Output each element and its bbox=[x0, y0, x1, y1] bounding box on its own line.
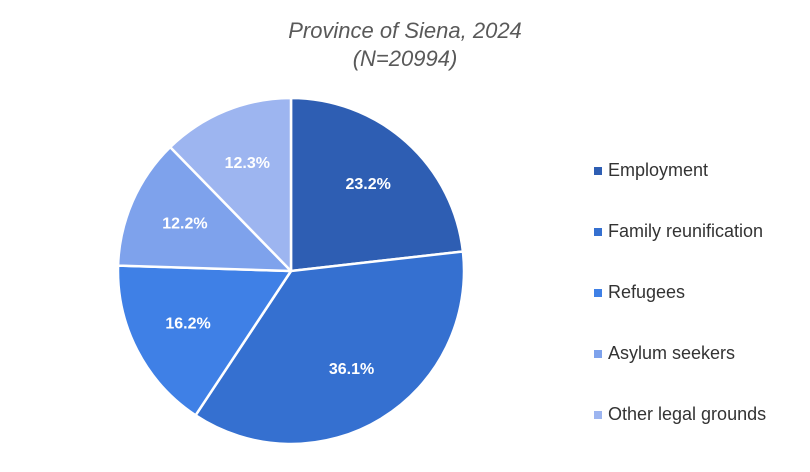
legend-swatch-0 bbox=[594, 166, 602, 175]
legend-item-2: Refugees bbox=[594, 262, 766, 323]
slice-label-1: 36.1% bbox=[329, 361, 374, 378]
legend-item-1: Family reunification bbox=[594, 201, 766, 262]
legend-item-4: Other legal grounds bbox=[594, 384, 766, 445]
legend-swatch-4 bbox=[594, 410, 602, 419]
pie-slice-1 bbox=[194, 250, 466, 446]
pie-slice-3 bbox=[116, 145, 293, 273]
chart-title: Province of Siena, 2024 bbox=[288, 18, 522, 43]
legend-label-1: Family reunification bbox=[608, 221, 764, 241]
pie-slice-0 bbox=[289, 96, 465, 273]
slice-label-0: 23.2% bbox=[346, 176, 391, 193]
legend-swatch-3 bbox=[594, 349, 602, 358]
legend-label-3: Asylum seekers bbox=[608, 343, 736, 363]
legend: Employment Family reunification Refugees As… bbox=[594, 140, 766, 445]
legend-swatch-1 bbox=[594, 227, 602, 236]
pie-slice-4 bbox=[168, 96, 293, 273]
slice-label-4: 12.3% bbox=[225, 155, 270, 172]
legend-label-4: Other legal grounds bbox=[608, 404, 767, 424]
pie-slice-2 bbox=[116, 264, 293, 417]
legend-label-2: Refugees bbox=[608, 282, 686, 302]
slice-label-2: 16.2% bbox=[165, 315, 210, 332]
legend-item-3: Asylum seekers bbox=[594, 323, 766, 384]
chart-subtitle: (N=20994) bbox=[352, 46, 458, 71]
legend-item-0: Employment bbox=[594, 140, 766, 201]
slice-label-3: 12.2% bbox=[162, 216, 207, 233]
legend-label-0: Employment bbox=[608, 160, 709, 180]
legend-swatch-2 bbox=[594, 288, 602, 297]
